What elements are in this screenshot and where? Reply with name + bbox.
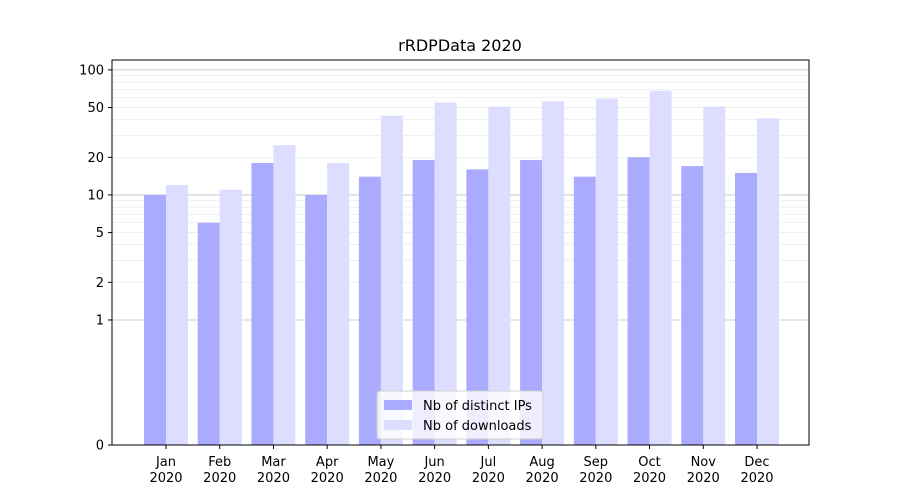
bar-downloads: [219, 189, 242, 445]
y-axis: 0 1 2 5 10 20 50 100: [79, 63, 112, 454]
x-tick-label: Jul 2020: [472, 455, 505, 486]
x-tick-label: Jun 2020: [418, 455, 451, 486]
y-tick-label: 10: [87, 188, 104, 203]
bar-distinct-ips: [627, 157, 650, 445]
y-tick-label: 0: [96, 439, 104, 454]
bar-downloads: [757, 118, 779, 445]
bar-distinct-ips: [197, 222, 220, 445]
x-tick-label: Mar 2020: [257, 455, 290, 486]
y-tick-label: 20: [87, 151, 104, 166]
bar-downloads: [542, 101, 565, 445]
bar-downloads: [595, 98, 618, 446]
bar-distinct-ips: [520, 160, 543, 445]
bar-distinct-ips: [251, 163, 274, 445]
x-tick-label: Sep 2020: [579, 455, 612, 486]
y-tick-label: 1: [96, 313, 104, 328]
y-tick-label: 2: [96, 276, 104, 291]
bar-downloads: [380, 115, 403, 445]
y-tick-label: 50: [87, 101, 104, 116]
legend-swatch: [384, 420, 412, 430]
bar-downloads: [434, 102, 457, 445]
bar-downloads: [703, 106, 726, 445]
legend: Nb of distinct IPs Nb of downloads: [376, 390, 544, 440]
plot-frame: [111, 59, 810, 446]
bar-downloads: [488, 106, 511, 445]
x-tick-label: Aug 2020: [526, 455, 559, 486]
bar-distinct-ips: [573, 176, 596, 445]
bar-distinct-ips: [735, 172, 757, 445]
legend-swatch: [384, 400, 412, 410]
legend-label: Nb of downloads: [423, 419, 532, 434]
bar-downloads: [327, 163, 350, 445]
bar-distinct-ips: [144, 194, 166, 445]
legend-label: Nb of distinct IPs: [423, 399, 532, 414]
bar-downloads: [649, 90, 672, 446]
legend-box: [376, 390, 544, 440]
x-tick-label: Oct 2020: [633, 455, 666, 486]
x-tick-label: Feb 2020: [203, 455, 236, 486]
x-axis: Jan 2020 Feb 2020 Mar 2020 Apr 2020 May 2020 Jun 20…: [149, 445, 774, 486]
bars-layer: [144, 90, 779, 446]
y-tick-label: 5: [96, 226, 104, 241]
x-tick-label: Nov 2020: [687, 455, 720, 486]
bar-distinct-ips: [358, 176, 381, 445]
y-tick-label: 100: [79, 63, 104, 78]
x-tick-label: Apr 2020: [311, 455, 344, 486]
bar-distinct-ips: [305, 194, 328, 445]
chart-title: rRDPData 2020: [398, 36, 522, 55]
x-tick-label: Dec 2020: [740, 455, 773, 486]
bar-distinct-ips: [412, 160, 435, 445]
bar-distinct-ips: [466, 169, 489, 445]
bar-downloads: [166, 185, 188, 445]
bar-downloads: [273, 145, 296, 445]
x-tick-label: Jan 2020: [149, 455, 182, 486]
bar-distinct-ips: [681, 166, 704, 445]
x-tick-label: May 2020: [364, 455, 397, 486]
